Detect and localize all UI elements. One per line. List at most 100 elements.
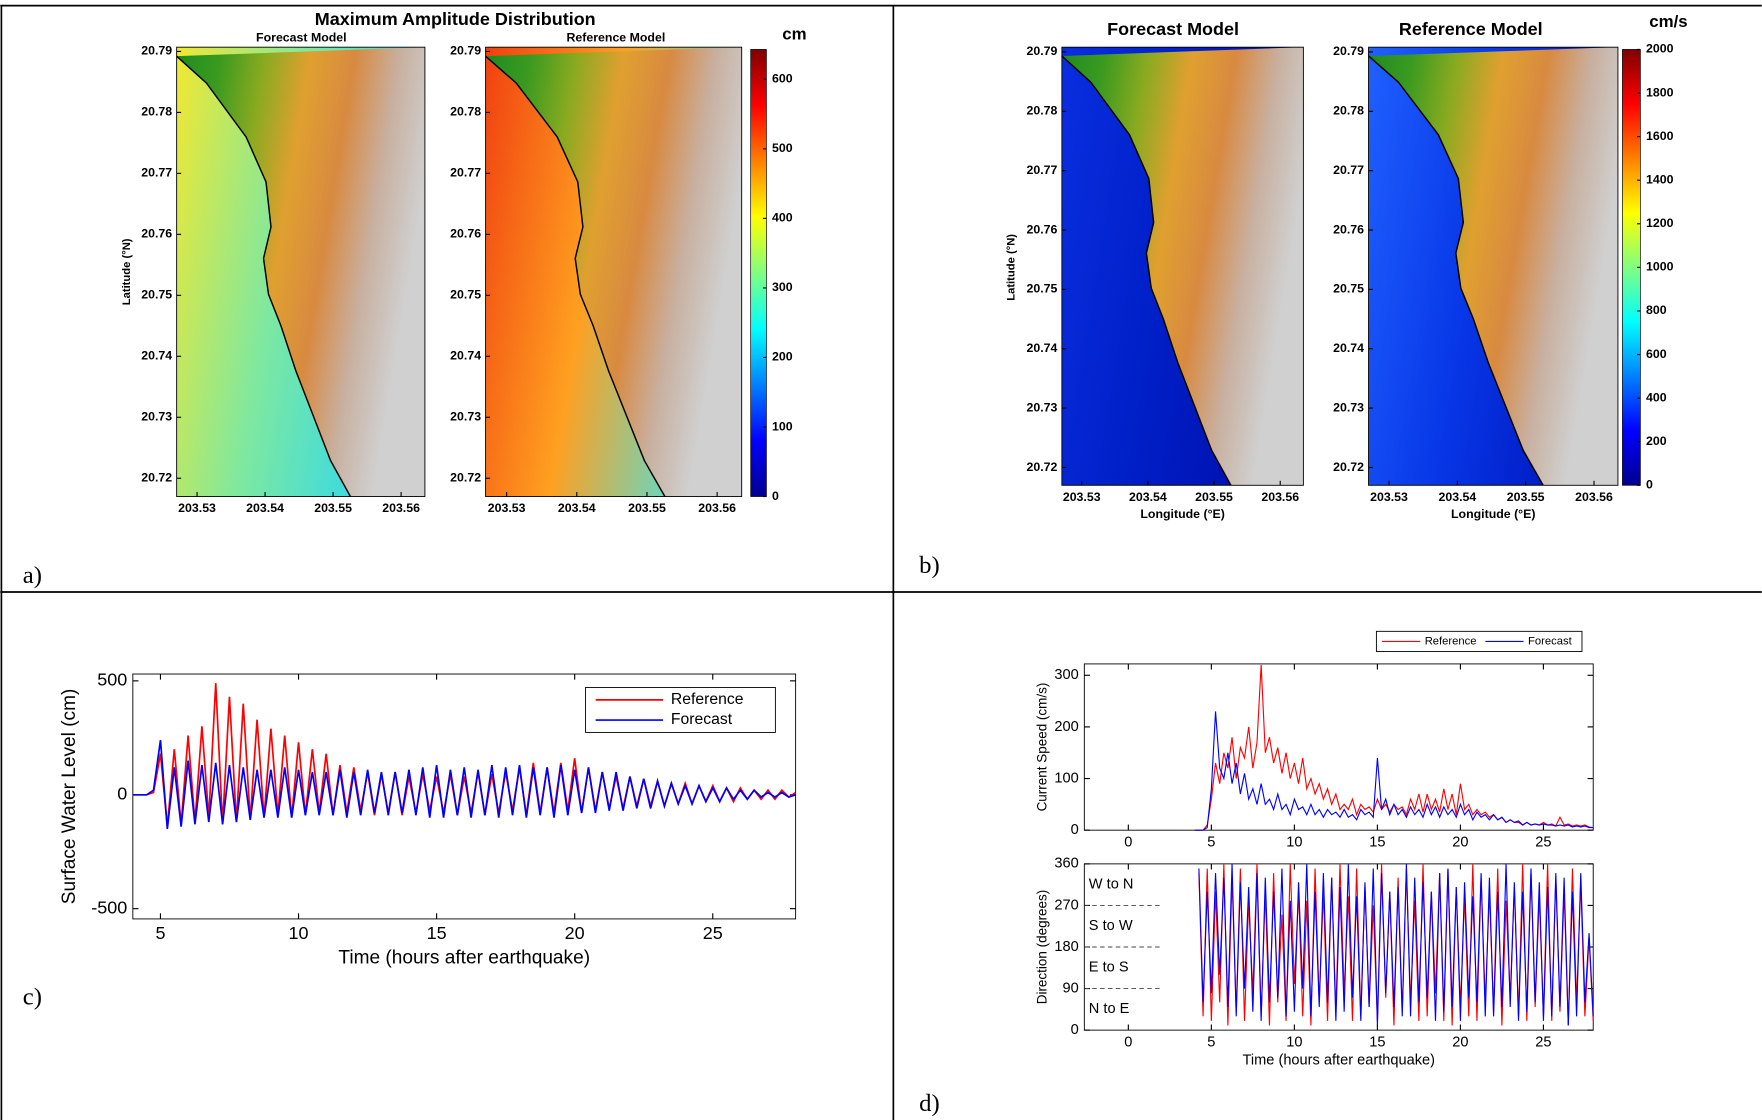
colorbar-label: cm	[782, 24, 806, 43]
colorbar	[750, 49, 767, 497]
y-tick-label: 20.72	[1026, 460, 1057, 474]
sector-label: W to N	[1089, 877, 1134, 893]
x-tick-label: 5	[155, 923, 165, 943]
x-tick-label: 203.54	[246, 501, 284, 515]
x-tick-label: 203.54	[1438, 490, 1476, 504]
y-tick-label: 20.75	[1026, 282, 1057, 296]
y-tick-label: 20.78	[450, 105, 481, 119]
x-tick-label: 203.55	[1507, 490, 1545, 504]
y-tick-label: 20.79	[1333, 44, 1364, 58]
y-tick-label: 20.79	[450, 44, 481, 58]
x-tick-label: 15	[427, 923, 447, 943]
y-tick-label: 20.75	[1333, 282, 1364, 296]
y-tick-label: 360	[1054, 856, 1078, 872]
colorbar-tick-label: 400	[772, 211, 793, 225]
y-tick-label: 20.78	[1333, 104, 1364, 118]
y-tick-label: 20.79	[141, 44, 172, 58]
sector-label: S to W	[1089, 918, 1133, 934]
y-tick-label: 90	[1062, 980, 1078, 996]
y-tick-label: 20.78	[1026, 104, 1057, 118]
legend-box	[585, 687, 776, 733]
colorbar-tick-label: 1200	[1646, 216, 1674, 230]
x-tick-label: 203.53	[488, 501, 526, 515]
direction-line	[1198, 863, 1594, 1026]
y-tick-label: 0	[117, 784, 127, 804]
colorbar-tick-label: 500	[772, 141, 793, 155]
y-tick-label: 20.74	[1026, 341, 1057, 355]
axes-box	[485, 46, 743, 497]
coastline	[1061, 55, 1232, 486]
y-tick-label: 20.76	[141, 227, 172, 241]
axes-box	[1083, 663, 1594, 831]
x-tick-label: 15	[1369, 1034, 1385, 1050]
land-field	[1368, 47, 1618, 486]
y-tick-label: 20.74	[450, 349, 481, 363]
colorbar-tick-label: 1600	[1646, 129, 1674, 143]
panel-label: c)	[23, 983, 42, 1010]
x-tick-label: 203.55	[1195, 490, 1233, 504]
x-tick-label: 203.56	[698, 501, 736, 515]
y-tick-label: 300	[1054, 667, 1078, 683]
y-tick-label: 20.77	[1026, 163, 1057, 177]
y-tick-label: 20.73	[450, 410, 481, 424]
y-tick-label: 0	[1071, 1022, 1079, 1038]
y-tick-label: 20.73	[1333, 400, 1364, 414]
series-line	[132, 739, 796, 830]
colorbar-tick-label: 600	[772, 72, 793, 86]
panel-label: a)	[23, 562, 42, 589]
x-tick-label: 203.56	[1261, 490, 1299, 504]
axes-box	[1061, 46, 1304, 486]
x-tick-label: 203.55	[628, 501, 666, 515]
colorbar-tick-label: 0	[772, 489, 779, 503]
y-axis-label: Surface Water Level (cm)	[59, 689, 80, 905]
y-tick-label: 20.72	[1333, 460, 1364, 474]
y-tick-label: 20.77	[141, 166, 172, 180]
y-tick-label: 20.78	[141, 105, 172, 119]
panel-label: b)	[919, 552, 940, 579]
coastline	[176, 55, 352, 497]
y-tick-label: 20.77	[1333, 163, 1364, 177]
y-tick-label: 20.74	[141, 349, 172, 363]
x-tick-label: 20	[1452, 1034, 1468, 1050]
y-tick-label: -500	[91, 897, 127, 917]
subplot-title: Reference Model	[1399, 19, 1543, 39]
sector-label: N to E	[1089, 1001, 1130, 1017]
y-tick-label: 500	[97, 670, 127, 690]
colorbar-tick-label: 400	[1646, 390, 1667, 404]
x-axis-label: Time (hours after earthquake)	[1243, 1052, 1436, 1068]
x-tick-label: 15	[1369, 834, 1385, 850]
x-tick-label: 203.56	[1575, 490, 1613, 504]
y-tick-label: 180	[1054, 939, 1078, 955]
x-tick-label: 203.53	[1370, 490, 1408, 504]
legend-label: Forecast	[1528, 635, 1573, 647]
y-axis-label: Latitude (°N)	[1005, 234, 1017, 301]
panel-label: d)	[919, 1090, 940, 1117]
y-tick-label: 20.72	[141, 471, 172, 485]
y-tick-label: 270	[1054, 897, 1078, 913]
subplot-title: Forecast Model	[256, 30, 347, 44]
y-tick-label: 20.73	[1026, 400, 1057, 414]
y-tick-label: 20.76	[1026, 222, 1057, 236]
land-field	[1061, 47, 1304, 486]
y-tick-label: 20.76	[1333, 222, 1364, 236]
y-tick-label: 200	[1054, 719, 1078, 735]
legend-box	[1375, 630, 1583, 653]
y-tick-label: 20.72	[450, 471, 481, 485]
x-tick-label: 10	[289, 923, 309, 943]
series-line	[132, 683, 797, 827]
x-axis-label: Time (hours after earthquake)	[338, 947, 590, 968]
sector-label: E to S	[1089, 960, 1129, 976]
speed-line	[1194, 711, 1594, 831]
x-tick-label: 5	[1207, 1034, 1215, 1050]
colorbar-tick-label: 0	[1646, 478, 1653, 492]
x-tick-label: 25	[1535, 1034, 1551, 1050]
x-tick-label: 10	[1286, 1034, 1302, 1050]
x-axis-label: Longitude (°E)	[1451, 507, 1535, 521]
y-tick-label: 20.77	[450, 166, 481, 180]
subplot-title: Forecast Model	[1107, 19, 1239, 39]
y-tick-label: 20.76	[450, 227, 481, 241]
y-tick-label: 20.79	[1026, 44, 1057, 58]
x-tick-label: 203.55	[314, 501, 352, 515]
legend-label: Reference	[671, 691, 744, 708]
